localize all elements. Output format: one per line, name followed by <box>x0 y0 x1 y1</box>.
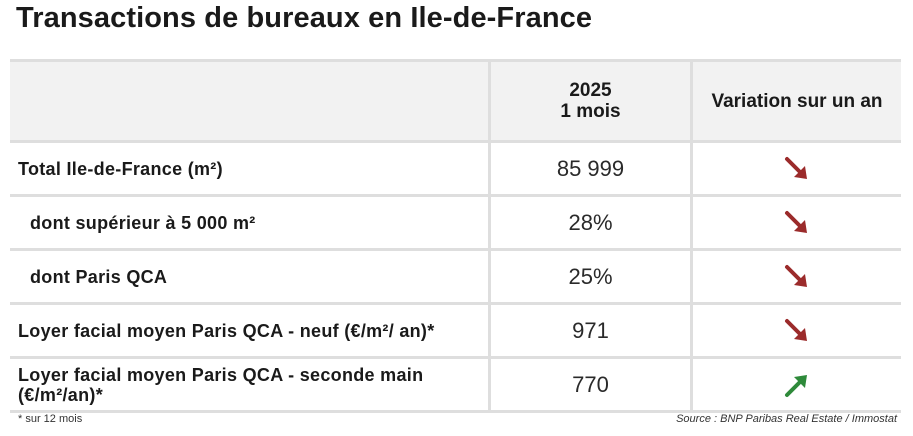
header-variation-cell: Variation sur un an <box>693 62 901 140</box>
row-value: 770 <box>488 359 693 410</box>
arrow-up-right-icon <box>784 372 810 398</box>
table-row: Total Ile-de-France (m²) 85 999 <box>10 140 901 194</box>
trend-cell <box>693 359 901 410</box>
row-label: Loyer facial moyen Paris QCA - seconde m… <box>18 364 424 405</box>
trend-cell <box>693 305 901 356</box>
header-year: 2025 <box>569 80 612 101</box>
trend-cell <box>693 143 901 194</box>
row-value: 28% <box>488 197 693 248</box>
arrow-down-right-icon <box>784 264 810 290</box>
header-period: 1 mois <box>560 101 621 122</box>
arrow-down-right-icon <box>784 210 810 236</box>
row-label: dont Paris QCA <box>30 266 168 287</box>
source-note: Source : BNP Paribas Real Estate / Immos… <box>676 413 897 425</box>
arrow-down-right-icon <box>784 156 810 182</box>
row-value: 25% <box>488 251 693 302</box>
row-label: Loyer facial moyen Paris QCA - neuf (€/m… <box>18 320 435 341</box>
table-row: dont supérieur à 5 000 m² 28% <box>10 194 901 248</box>
header-variation-label: Variation sur un an <box>711 90 883 112</box>
table-header-row: 2025 1 mois Variation sur un an <box>10 59 901 140</box>
row-value: 971 <box>488 305 693 356</box>
table-row: Loyer facial moyen Paris QCA - seconde m… <box>10 356 901 413</box>
footnote: * sur 12 mois <box>18 413 83 425</box>
page-title: Transactions de bureaux en Ile-de-France <box>16 2 593 34</box>
row-label: dont supérieur à 5 000 m² <box>30 212 256 233</box>
trend-cell <box>693 251 901 302</box>
table-row: Loyer facial moyen Paris QCA - neuf (€/m… <box>10 302 901 356</box>
row-label: Total Ile-de-France (m²) <box>18 158 223 179</box>
trend-cell <box>693 197 901 248</box>
header-period-cell: 2025 1 mois <box>488 62 693 140</box>
transactions-table: 2025 1 mois Variation sur un an Total Il… <box>10 59 901 413</box>
header-empty-cell <box>10 62 488 140</box>
table-row: dont Paris QCA 25% <box>10 248 901 302</box>
row-value: 85 999 <box>488 143 693 194</box>
arrow-down-right-icon <box>784 318 810 344</box>
